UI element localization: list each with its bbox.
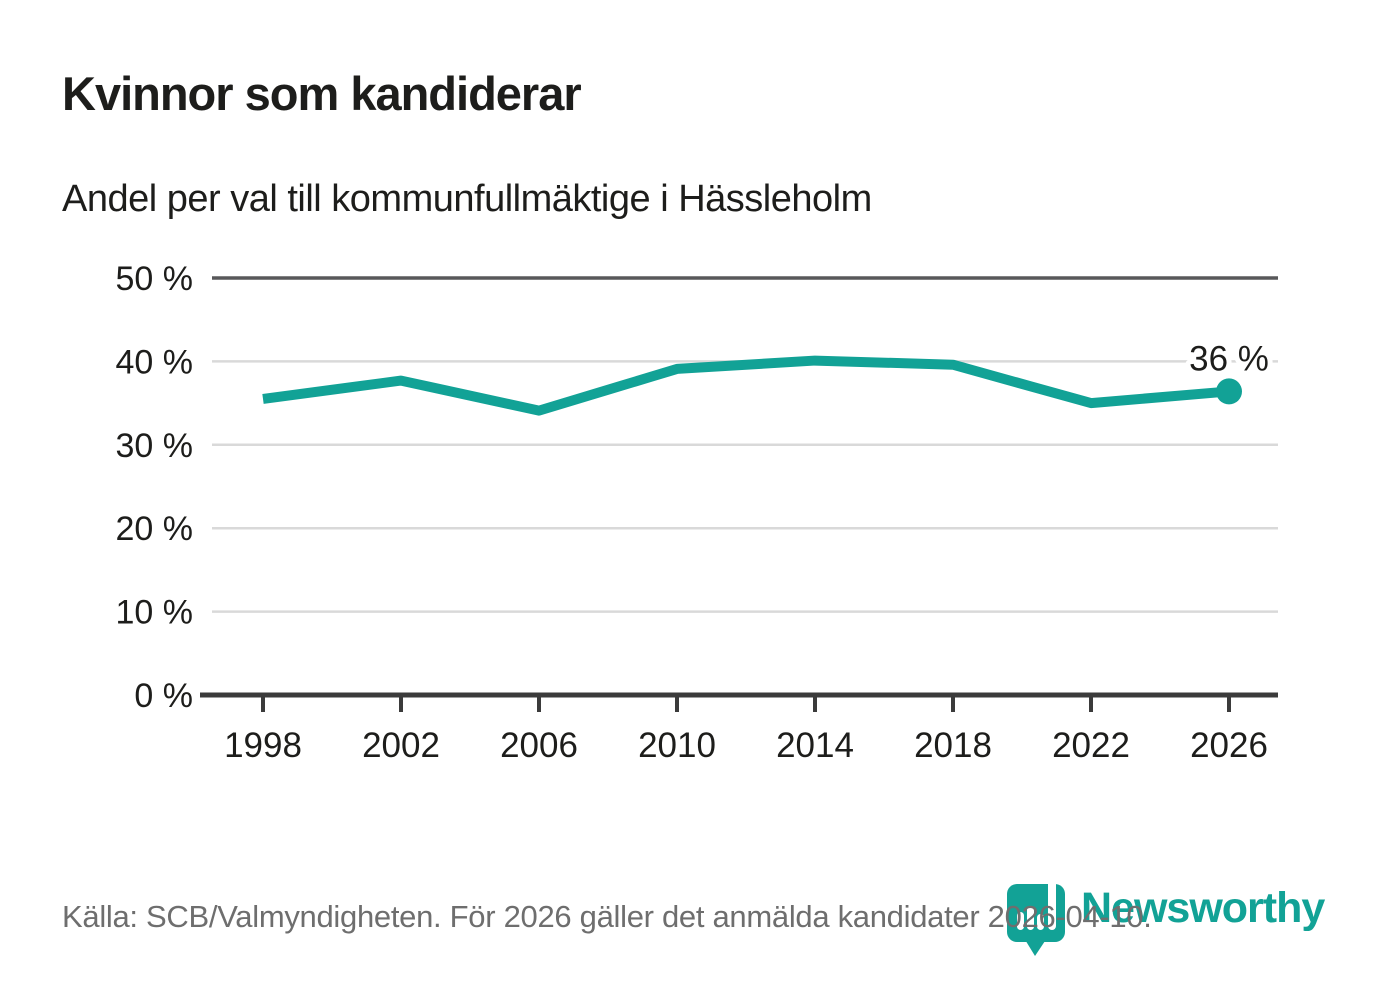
end-point-label: 36 % [1189, 339, 1269, 378]
y-tick-label: 10 % [116, 594, 194, 632]
x-tick-label: 2002 [362, 726, 440, 765]
y-tick-label: 50 % [116, 260, 194, 298]
x-tick-label: 2014 [776, 726, 854, 765]
newsworthy-logo: Newsworthy [1006, 872, 1325, 958]
x-tick-label: 2026 [1190, 726, 1268, 765]
x-tick-label: 2018 [914, 726, 992, 765]
y-tick-label: 30 % [116, 427, 194, 465]
source-note: Källa: SCB/Valmyndigheten. För 2026 gäll… [62, 899, 1152, 934]
x-tick-label: 1998 [224, 726, 302, 765]
chart-subtitle: Andel per val till kommunfullmäktige i H… [62, 178, 872, 220]
end-point-dot [1216, 378, 1242, 405]
y-tick-label: 0 % [134, 677, 193, 715]
y-tick-label: 20 % [116, 510, 194, 548]
x-tick-label: 2010 [638, 726, 716, 765]
page-title: Kvinnor som kandiderar [62, 67, 582, 120]
newsworthy-wordmark: Newsworthy [1081, 883, 1325, 932]
x-tick-label: 2006 [500, 726, 578, 765]
bar-chart-bubble-icon [1007, 876, 1065, 956]
y-tick-label: 40 % [116, 343, 194, 381]
data-line [262, 355, 1230, 416]
x-tick-label: 2022 [1052, 726, 1130, 765]
